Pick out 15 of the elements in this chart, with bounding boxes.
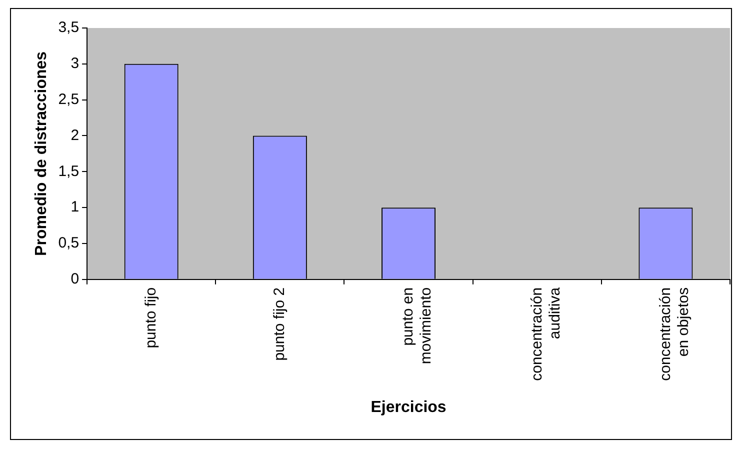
y-tick-label: 0,5 — [58, 234, 80, 252]
y-tick-label: 1,5 — [58, 162, 80, 180]
y-tick-label: 3 — [70, 55, 80, 72]
x-tick-label: punto en movimiento — [400, 287, 435, 364]
x-tick-label: concentración en objetos — [656, 287, 692, 381]
y-tick-label: 3,5 — [58, 19, 80, 36]
y-tick-label: 2,5 — [58, 90, 80, 108]
y-tick-label: 0 — [70, 270, 80, 288]
y-axis-title: Promedio de distracciones — [33, 51, 50, 256]
y-tick-label: 2 — [70, 126, 80, 144]
x-tick-label: punto fijo 2 — [271, 287, 288, 361]
x-axis-title: Ejercicios — [370, 398, 446, 416]
y-tick-label: 1 — [70, 198, 80, 216]
x-tick-label: concentración auditiva — [528, 286, 564, 381]
x-tick-label: punto fijo — [142, 287, 160, 348]
